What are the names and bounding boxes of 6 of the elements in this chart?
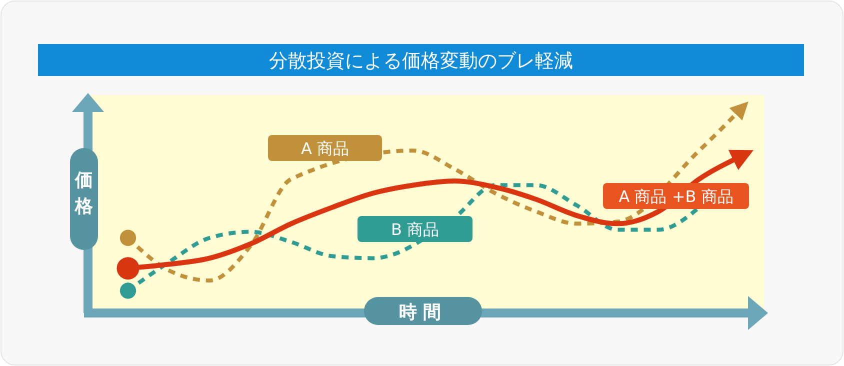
x-axis-title: 時間 (399, 302, 447, 323)
series-label: B 商品 (390, 220, 440, 239)
series-label: A 商品 +B 商品 (618, 187, 734, 206)
chart-title: 分散投資による価格変動のブレ軽減 (269, 50, 573, 72)
y-axis-title: 価格 (74, 170, 94, 217)
series-label: A 商品 (300, 139, 350, 158)
